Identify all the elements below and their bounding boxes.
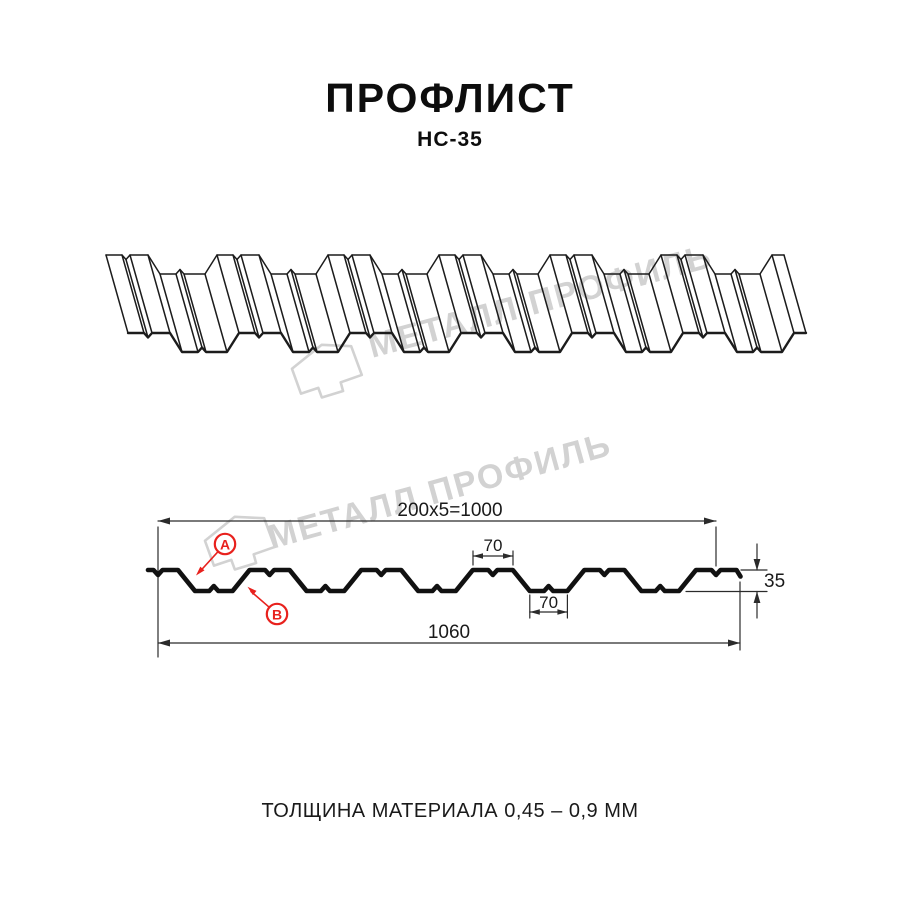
sheet-3d-bend-lines (105, 254, 807, 353)
dimension-arrowheads (158, 517, 761, 647)
metall-profil-logo-icon (290, 343, 364, 399)
page-title: ПРОФЛИСТ (325, 75, 575, 121)
callout-b-circle (265, 602, 289, 626)
cross-section-drawing: 200x5=1000 70 70 35 1060 А В (145, 500, 785, 658)
callout-a: А (196, 532, 237, 576)
callout-b-arrow (247, 586, 257, 596)
callout-b-label: В (272, 607, 282, 623)
material-thickness-note: ТОЛЩИНА МАТЕРИАЛА 0,45 – 0,9 ММ (261, 800, 639, 822)
profile-model-code: НС-35 (417, 128, 483, 152)
callout-b: В (247, 586, 289, 626)
page-header: ПРОФЛИСТ НС-35 (0, 75, 900, 152)
dim-coverage-width: 200x5=1000 (397, 500, 502, 521)
dim-rib-top-width: 70 (484, 536, 503, 555)
metall-profil-logo-icon (203, 515, 277, 571)
sheet-3d-silhouette (106, 255, 806, 352)
dim-profile-height: 35 (764, 571, 785, 592)
dim-total-width: 1060 (428, 622, 470, 643)
sheet-3d-back-edge (105, 254, 785, 275)
cross-section-profile-line (145, 567, 743, 594)
watermark-text-lower: МЕТАЛЛ ПРОФИЛЬ (264, 425, 616, 556)
callout-a-label: А (220, 537, 230, 553)
dim-rib-bottom-width: 70 (539, 593, 558, 612)
profile-3d-drawing: МЕТАЛЛ ПРОФИЛЬ (105, 237, 808, 399)
callout-a-circle (213, 532, 237, 556)
sheet-3d-front-edge (126, 331, 808, 354)
callout-a-arrow (196, 566, 205, 576)
